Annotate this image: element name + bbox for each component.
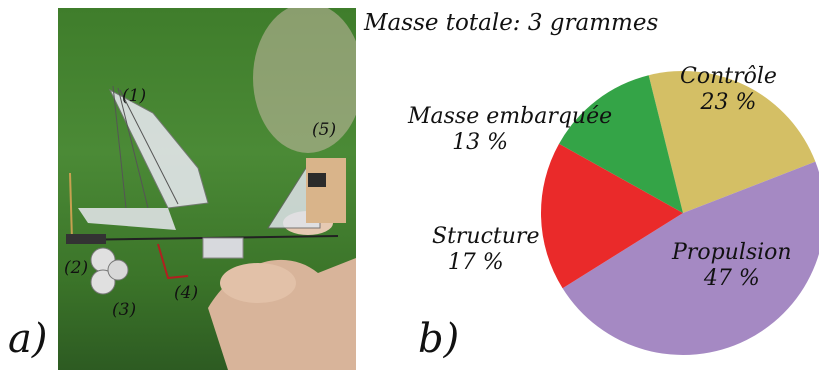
slice-name-structure: Structure [432,224,540,249]
pie-slice-structure [540,143,683,289]
panel-b-letter: b) [418,316,460,362]
slice-value-masse-embarquee: 13 % [452,130,509,155]
slice-name-controle: Contrôle [680,64,777,89]
pie-slice-contr-le [648,71,816,213]
panel-a-letter: a) [8,316,48,362]
slice-label-controle: Contrôle 23 % [680,64,777,116]
robot-illustration [66,8,356,370]
pie-slice-masse-embarqu-e [559,75,683,213]
slice-value-structure: 17 % [447,250,504,275]
slice-label-propulsion: Propulsion 47 % [672,240,792,292]
callout-4: (4) [174,283,199,303]
slice-value-controle: 23 % [700,90,757,115]
chart-title: Masse totale: 3 grammes [364,10,659,36]
slice-label-structure: Structure 17 % [432,224,539,276]
callout-2: (2) [64,258,89,278]
robot-photo: (1) (5) (2) (4) (3) [58,8,356,370]
slice-value-propulsion: 47 % [703,266,760,291]
slice-name-masse-embarquee: Masse embarquée [408,104,613,129]
slice-label-masse-embarquee: Masse embarquée 13 % [408,104,612,156]
pie-slice-propulsion [562,161,819,355]
slice-name-propulsion: Propulsion [672,240,792,265]
callout-5: (5) [312,120,337,140]
callout-3: (3) [112,300,137,320]
callout-1: (1) [122,86,147,106]
